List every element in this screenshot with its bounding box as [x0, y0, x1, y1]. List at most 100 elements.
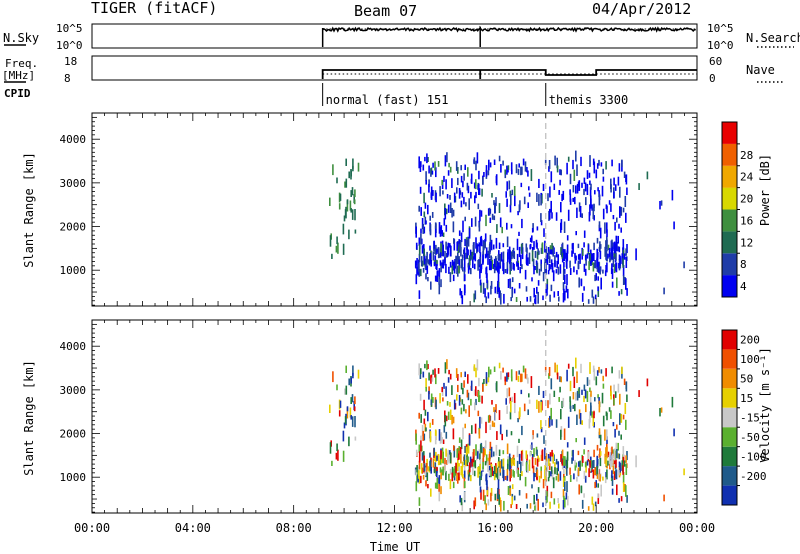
range-gate-cell [569, 193, 572, 202]
range-gate-cell [519, 407, 521, 417]
range-gate-cell [576, 371, 578, 383]
range-gate-cell [498, 262, 500, 274]
range-gate-cell [471, 251, 473, 260]
range-gate-cell [509, 190, 512, 197]
range-gate-cell [487, 460, 489, 472]
range-gate-cell [611, 248, 613, 260]
range-gate-cell [470, 173, 473, 184]
range-gate-cell [460, 200, 463, 208]
range-gate-cell [351, 416, 354, 427]
range-gate-cell [415, 469, 417, 476]
range-gate-cell [497, 272, 500, 283]
range-gate-cell [512, 249, 514, 257]
range-gate-cell [566, 274, 568, 286]
range-gate-cell [552, 245, 554, 257]
range-gate-cell [419, 166, 422, 172]
range-gate-cell [419, 186, 422, 194]
range-gate-cell [478, 259, 480, 268]
range-gate-cell [620, 434, 622, 440]
range-gate-cell [511, 289, 513, 298]
range-gate-cell [459, 288, 461, 296]
range-gate-cell [422, 223, 424, 234]
range-gate-cell [423, 226, 426, 234]
range-gate-cell [474, 497, 477, 507]
range-gate-cell [329, 404, 331, 413]
range-gate-cell [481, 188, 483, 197]
range-gate-cell [502, 263, 505, 275]
range-gate-cell [638, 390, 640, 397]
range-gate-cell [610, 184, 612, 193]
range-gate-cell [626, 187, 628, 195]
range-gate-cell [423, 433, 426, 441]
range-gate-cell [602, 383, 605, 389]
range-gate-cell [550, 264, 552, 270]
range-gate-cell [457, 459, 459, 471]
range-gate-cell [415, 226, 417, 238]
range-gate-cell [606, 436, 608, 444]
range-gate-cell [468, 198, 470, 210]
range-gate-cell [601, 185, 604, 197]
range-gate-cell [460, 466, 463, 476]
range-gate-cell [531, 247, 534, 252]
range-gate-cell [578, 277, 580, 288]
range-gate-cell [488, 414, 491, 423]
range-gate-cell [557, 473, 560, 482]
colorbar-segment [722, 485, 737, 505]
range-gate-cell [520, 182, 523, 188]
range-gate-cell [613, 191, 615, 199]
range-gate-cell [622, 247, 625, 256]
range-gate-cell [616, 242, 618, 252]
range-gate-cell [452, 468, 455, 478]
range-gate-cell [592, 469, 595, 479]
range-gate-cell [354, 229, 357, 234]
range-gate-cell [420, 368, 422, 375]
range-gate-cell [423, 211, 426, 218]
range-gate-cell [436, 471, 438, 478]
range-gate-cell [425, 273, 427, 280]
range-gate-cell [517, 262, 519, 270]
range-gate-cell [563, 262, 565, 267]
range-gate-cell [562, 397, 565, 407]
range-gate-cell [475, 191, 477, 199]
range-gate-cell [427, 484, 429, 489]
range-gate-cell [572, 185, 575, 193]
range-gate-cell [495, 174, 498, 186]
range-gate-cell [506, 429, 508, 437]
range-gate-cell [434, 429, 437, 436]
range-gate-cell [437, 368, 440, 374]
range-gate-cell [546, 491, 548, 503]
range-gate-cell [478, 466, 480, 475]
range-gate-cell [623, 253, 626, 260]
range-gate-cell [474, 216, 477, 227]
range-gate-cell [421, 425, 424, 437]
range-gate-cell [348, 436, 350, 447]
range-gate-cell [536, 226, 539, 231]
range-gate-cell [528, 399, 531, 404]
range-gate-cell [588, 172, 591, 178]
range-gate-cell [444, 415, 447, 427]
range-gate-cell [610, 385, 612, 397]
range-gate-cell [464, 445, 466, 453]
range-gate-cell [552, 477, 555, 489]
range-gate-cell [431, 170, 434, 175]
range-gate-cell [473, 242, 475, 250]
cpid-marks: normal (fast) 151 themis 3300 [322, 83, 628, 107]
range-gate-cell [463, 263, 466, 272]
range-gate-cell [592, 207, 595, 220]
range-gate-cell [607, 460, 609, 466]
range-gate-cell [536, 469, 539, 477]
range-gate-cell [463, 380, 465, 388]
range-gate-cell [606, 236, 608, 243]
range-gate-cell [540, 454, 543, 461]
range-gate-cell [434, 482, 437, 489]
range-gate-cell [562, 293, 565, 303]
range-gate-cell [520, 243, 523, 254]
range-gate-cell [432, 251, 435, 261]
range-gate-cell [550, 466, 553, 474]
range-gate-cell [556, 364, 558, 376]
range-gate-cell [612, 215, 615, 220]
range-gate-cell [425, 463, 428, 473]
range-gate-cell [491, 193, 493, 198]
range-gate-cell [460, 372, 462, 378]
